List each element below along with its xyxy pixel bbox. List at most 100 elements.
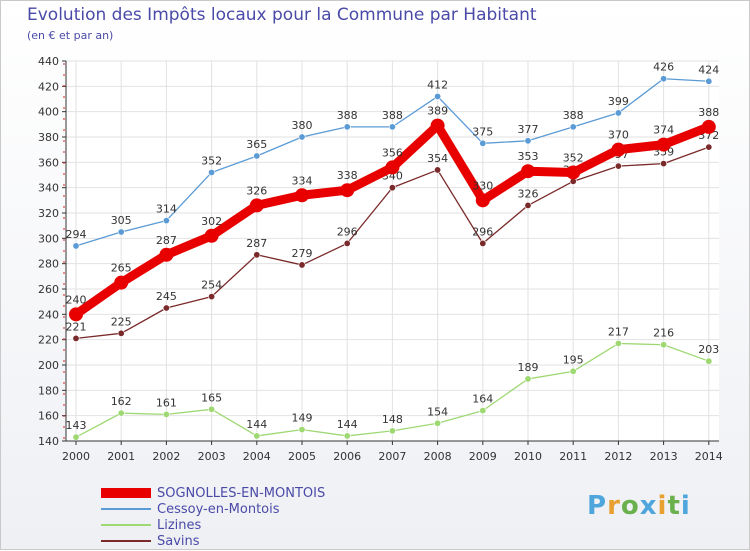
data-label: 144 [246,418,267,431]
legend-swatch [101,524,151,526]
data-point [72,433,80,441]
data-point [298,426,306,434]
x-tick-label: 2011 [559,450,587,463]
data-point [208,405,216,413]
data-label: 143 [66,419,87,432]
data-label: 296 [337,225,358,238]
data-label: 245 [156,290,177,303]
x-tick-label: 2010 [514,450,542,463]
data-label: 338 [337,169,358,182]
data-label: 254 [201,279,222,292]
data-label: 302 [201,215,222,228]
data-point [524,137,532,145]
y-tick-label: 300 [38,232,59,245]
data-point [430,118,445,133]
data-point [705,357,713,365]
data-label: 389 [427,105,448,118]
y-tick-label: 220 [38,334,59,347]
data-label: 365 [246,138,267,151]
data-point [162,217,170,225]
data-label: 189 [518,361,539,374]
legend-item: SOGNOLLES-EN-MONTOIS [101,485,325,501]
y-tick-label: 160 [38,410,59,423]
data-point [295,188,309,203]
data-label: 330 [472,179,493,192]
y-tick-label: 420 [38,80,59,93]
data-label: 162 [111,395,132,408]
data-label: 426 [653,61,674,74]
legend: SOGNOLLES-EN-MONTOIS Cessoy-en-Montois Liz… [101,485,325,549]
legend-label: Cessoy-en-Montois [157,501,280,517]
data-point [479,407,487,415]
y-tick-label: 360 [38,156,59,169]
data-label: 294 [66,228,87,241]
data-label: 216 [653,327,674,340]
data-label: 380 [292,119,313,132]
data-label: 217 [608,325,629,338]
data-point [434,419,442,427]
data-label: 149 [292,412,313,425]
legend-item: Cessoy-en-Montois [101,501,325,517]
data-label: 354 [427,152,448,165]
data-point [253,251,261,259]
x-tick-label: 2002 [152,450,180,463]
data-label: 352 [201,154,222,167]
data-point [385,160,400,175]
data-point [614,339,622,347]
data-label: 424 [698,63,719,76]
data-point [298,133,306,141]
legend-swatch [101,488,151,498]
data-label: 370 [608,129,629,142]
data-label: 388 [698,106,719,119]
data-point [569,123,577,131]
data-point [208,293,216,301]
data-label: 375 [472,125,493,138]
proxiti-logo: Proxiti [587,491,691,521]
data-point [204,228,219,243]
legend-swatch [101,540,151,542]
data-point [117,228,125,236]
y-tick-label: 320 [38,207,59,220]
legend-label: Lizines [157,517,202,533]
data-point [343,239,351,247]
legend-item: Lizines [101,517,325,533]
y-tick-label: 180 [38,384,59,397]
data-label: 412 [427,78,448,91]
data-point [705,77,713,85]
data-label: 144 [337,418,358,431]
y-tick-label: 240 [38,308,59,321]
x-tick-label: 2005 [288,450,316,463]
data-point [340,183,355,198]
data-label: 305 [111,214,132,227]
data-label: 165 [201,391,222,404]
legend-swatch [101,508,151,510]
data-point [253,432,261,440]
y-tick-label: 140 [38,435,59,448]
data-label: 388 [382,109,403,122]
data-point [72,334,80,342]
data-point [162,410,170,418]
data-label: 164 [472,393,493,406]
data-label: 154 [427,405,448,418]
data-label: 287 [246,237,267,250]
data-label: 326 [518,187,539,200]
data-label: 287 [156,234,177,247]
data-label: 334 [292,174,313,187]
data-point [656,137,671,152]
data-label: 296 [472,225,493,238]
x-tick-label: 2007 [378,450,406,463]
data-label: 279 [292,247,313,260]
x-tick-label: 2008 [424,450,452,463]
x-tick-label: 2006 [333,450,361,463]
data-label: 388 [563,109,584,122]
data-point [298,261,306,269]
data-label: 225 [111,315,132,328]
data-point [69,307,83,322]
data-label: 353 [518,150,539,163]
data-label: 399 [608,95,629,108]
data-label: 374 [653,124,674,137]
x-tick-label: 2013 [650,450,678,463]
data-point [434,166,442,174]
data-point [614,162,622,170]
data-label: 356 [382,146,403,159]
